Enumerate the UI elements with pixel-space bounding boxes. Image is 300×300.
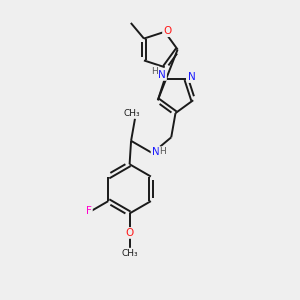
Text: O: O [163,26,171,36]
Text: F: F [86,206,92,216]
Text: N: N [158,70,166,80]
Text: N: N [152,147,159,157]
Text: O: O [125,228,134,238]
Text: CH₃: CH₃ [121,248,138,257]
Text: H: H [152,67,158,76]
Text: H: H [160,147,166,156]
Text: CH₃: CH₃ [124,109,140,118]
Text: N: N [188,72,196,82]
